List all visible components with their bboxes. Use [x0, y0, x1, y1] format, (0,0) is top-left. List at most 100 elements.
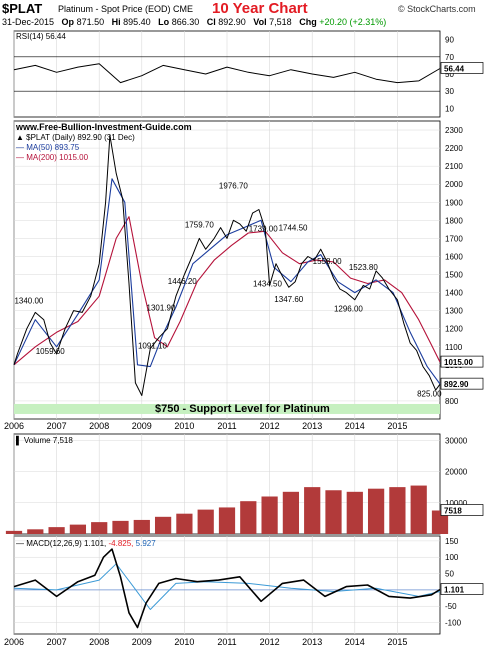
volume-bar — [5, 530, 23, 534]
volume-tick-label: 10000 — [445, 499, 468, 508]
price-annotation: 1340.00 — [14, 296, 43, 305]
volume-legend: ▌ Volume 7,518 — [16, 435, 73, 446]
year-tick-label: 2010 — [174, 421, 194, 431]
year-tick-label: 2006 — [4, 637, 24, 647]
price-annotation: 1301.90 — [147, 303, 176, 312]
rsi-current-label-box — [440, 62, 484, 74]
ma200-current-label: 1015.00 — [444, 358, 473, 367]
macd-tick-label: 100 — [445, 553, 459, 562]
ma200-line — [13, 216, 441, 366]
volume-tick-label: 20000 — [445, 468, 468, 477]
rsi-tick-label: 90 — [445, 36, 454, 45]
year-tick-label: 2008 — [89, 421, 109, 431]
symbol: $PLAT — [2, 1, 43, 16]
price-tick-label: 1700 — [445, 234, 463, 243]
price-annotation: 1739.00 — [249, 224, 278, 233]
volume-bar — [367, 488, 385, 534]
price-annotation: 1744.50 — [279, 223, 308, 232]
macd-legend-part: -4.825, — [109, 539, 136, 548]
price-tick-label: 1400 — [445, 289, 463, 298]
low-value: 866.30 — [171, 17, 200, 27]
ma200-current-label-box — [440, 355, 484, 368]
year-tick-label: 2012 — [260, 637, 280, 647]
close-value: 892.90 — [218, 17, 246, 27]
macd-line — [13, 548, 441, 629]
rsi-tick-label: 30 — [445, 87, 454, 96]
last-price-label-box — [440, 377, 484, 390]
high-label: Hi — [111, 17, 121, 27]
volume-value: 7,518 — [269, 17, 292, 27]
macd-tick-label: -100 — [445, 619, 462, 628]
price-tick-label: 1600 — [445, 252, 463, 261]
quote-line: 31-Dec-2015 Op 871.50 Hi 895.40 Lo 866.3… — [2, 17, 386, 27]
year-tick-label: 2012 — [260, 421, 280, 431]
rsi-tick-label: 70 — [445, 53, 454, 62]
year-tick-label: 2014 — [345, 637, 365, 647]
year-tick-label: 2013 — [302, 421, 322, 431]
volume-current-label: 7518 — [444, 507, 462, 516]
rsi-tick-label: 10 — [445, 104, 454, 113]
price-annotation: 1296.00 — [334, 304, 363, 313]
volume-current-label-box — [440, 504, 484, 516]
year-tick-label: 2008 — [89, 637, 109, 647]
close-label: Cl — [206, 17, 216, 27]
volume-bar — [410, 485, 427, 534]
volume-bar — [176, 513, 193, 534]
year-tick-label: 2015 — [387, 421, 407, 431]
macd-tick-label: 150 — [445, 537, 459, 546]
year-tick-label: 2009 — [132, 637, 152, 647]
year-tick-label: 2011 — [217, 637, 236, 647]
price-tick-label: 2000 — [445, 180, 463, 189]
price-tick-label: 1500 — [445, 271, 463, 280]
volume-bar — [325, 490, 342, 534]
year-tick-label: 2007 — [47, 421, 67, 431]
volume-tick-label: 30000 — [445, 436, 468, 445]
site-watermark: www.Free-Bullion-Investment-Guide.com — [15, 122, 192, 132]
rsi-line — [13, 63, 441, 84]
volume-bar — [112, 520, 129, 534]
open-value: 871.50 — [76, 17, 105, 27]
year-tick-label: 2015 — [387, 637, 407, 647]
price-annotation: 1759.70 — [185, 221, 214, 230]
open-label: Op — [61, 17, 75, 27]
quote-date: 31-Dec-2015 — [2, 17, 55, 27]
macd-current-label-box — [440, 583, 484, 595]
volume-bar — [133, 519, 150, 534]
macd-legend-part: — MACD(12,26,9) — [16, 539, 84, 548]
rsi-tick-label: 50 — [445, 70, 454, 79]
macd-legend-part: 1.101, — [84, 539, 108, 548]
stockcharts-credit: © StockCharts.com — [398, 4, 476, 14]
price-tick-label: 800 — [445, 397, 459, 406]
year-tick-label: 2006 — [4, 421, 24, 431]
last-price-label: 892.90 — [444, 380, 469, 389]
year-tick-label: 2011 — [217, 421, 236, 431]
macd-signal-line — [13, 563, 441, 610]
ma50-legend: — MA(50) 893.75 — [16, 143, 80, 152]
year-tick-label: 2010 — [174, 637, 194, 647]
price-annotation: 1347.60 — [274, 295, 303, 304]
volume-bar — [240, 501, 257, 534]
year-tick-label: 2014 — [345, 421, 365, 431]
price-tick-label: 2100 — [445, 162, 463, 171]
price-tick-label: 1900 — [445, 198, 463, 207]
macd-legend-part: 5.927 — [136, 539, 157, 548]
ma50-line — [13, 178, 441, 385]
macd-current-label: 1.101 — [444, 586, 465, 595]
volume-bar — [304, 487, 321, 534]
volume-bar — [346, 491, 363, 534]
price-annotation: 1558.00 — [313, 257, 342, 266]
chart-title: 10 Year Chart — [212, 0, 308, 17]
macd-legend: — MACD(12,26,9) 1.101, -4.825, 5.927 — [16, 539, 156, 548]
price-tick-label: 1800 — [445, 216, 463, 225]
volume-bar — [91, 522, 108, 534]
price-annotation: 825.00 — [417, 389, 442, 398]
volume-bar — [389, 487, 406, 534]
volume-bar — [431, 510, 449, 534]
high-value: 895.40 — [123, 17, 151, 27]
macd-tick-label: -50 — [445, 602, 457, 611]
change-label: Chg — [299, 17, 317, 27]
price-legend: ▲ $PLAT (Daily) 892.90 (31 Dec) — [16, 133, 135, 142]
price-annotation: 1523.80 — [349, 263, 378, 272]
support-band — [14, 403, 440, 414]
